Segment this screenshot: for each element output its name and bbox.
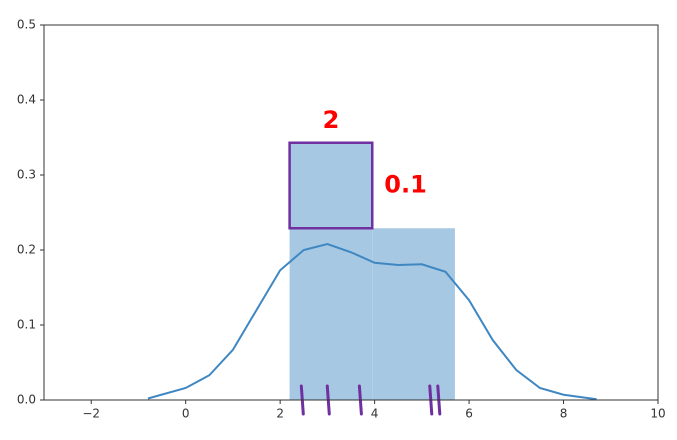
- kde-line: [147, 242, 597, 401]
- x-tick-label: −2: [82, 407, 100, 421]
- x-tick-label: 8: [560, 407, 568, 421]
- x-tick-label: 10: [650, 407, 665, 421]
- histogram-bar: [372, 228, 455, 400]
- x-tick-label: 2: [276, 407, 284, 421]
- histogram-bar: [289, 142, 373, 400]
- height-annotation: 0.1: [384, 171, 427, 199]
- y-tick-label: 0.2: [17, 243, 36, 257]
- x-tick-label: 0: [182, 407, 190, 421]
- y-tick-label: 0.5: [17, 18, 36, 32]
- plot-frame: [43, 24, 659, 401]
- x-tick-label: 6: [465, 407, 473, 421]
- y-tick-label: 0.3: [17, 168, 36, 182]
- annotation-box: [288, 141, 374, 230]
- width-annotation: 2: [323, 106, 340, 134]
- y-tick-label: 0.1: [17, 318, 36, 332]
- y-tick-label: 0.0: [17, 393, 36, 407]
- y-tick-label: 0.4: [17, 93, 36, 107]
- x-tick-label: 4: [371, 407, 379, 421]
